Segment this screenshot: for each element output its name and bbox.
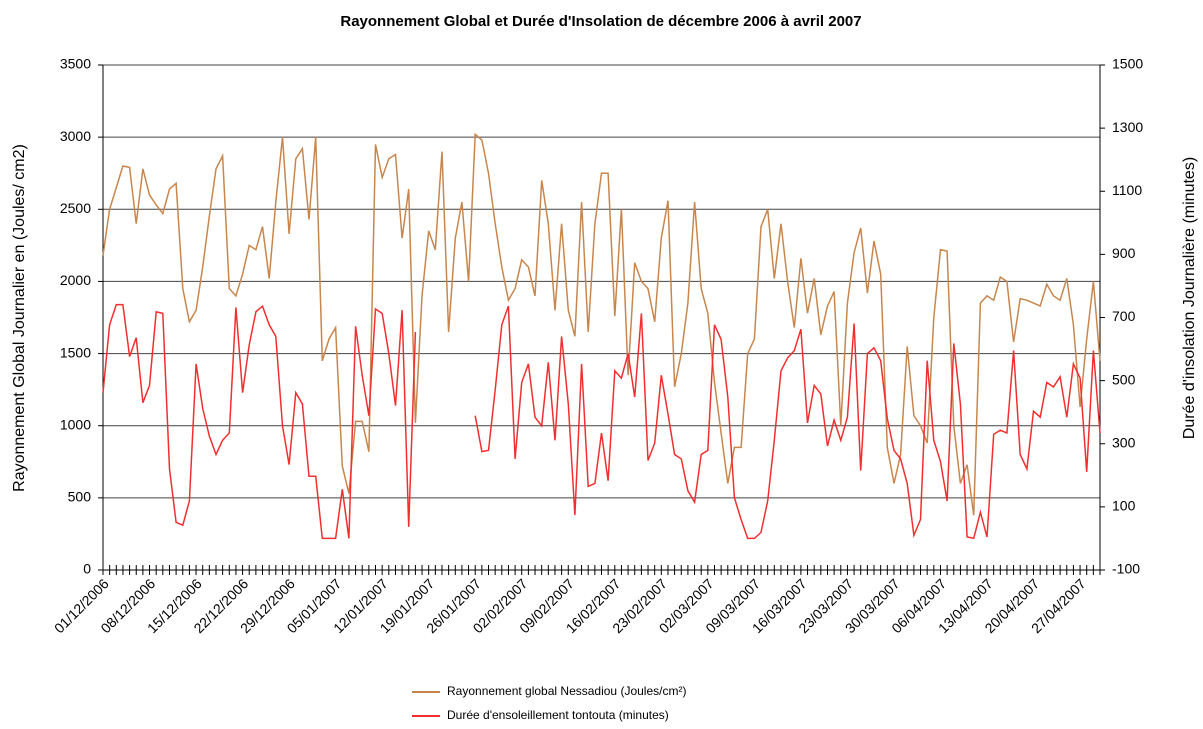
series-line <box>102 132 1101 516</box>
y-tick-label: 3000 <box>60 128 91 144</box>
y2-tick-label: 700 <box>1112 308 1136 324</box>
y2-tick-label: -100 <box>1112 561 1140 577</box>
y2-tick-label: 1500 <box>1112 56 1143 72</box>
y-axis-label: Rayonnement Global Journalier en (Joules… <box>11 144 28 492</box>
y2-tick-label: 100 <box>1112 498 1136 514</box>
y-tick-label: 2000 <box>60 272 91 288</box>
y2-tick-label: 1300 <box>1112 119 1143 135</box>
y-tick-label: 0 <box>83 561 91 577</box>
y-tick-label: 2500 <box>60 200 91 216</box>
y-tick-label: 3500 <box>60 56 91 72</box>
series-line <box>102 303 1101 540</box>
legend-label: Rayonnement global Nessadiou (Joules/cm²… <box>447 684 686 698</box>
legend-label: Durée d'ensoleillement tontouta (minutes… <box>447 708 669 722</box>
y-tick-label: 500 <box>68 489 92 505</box>
y2-tick-label: 900 <box>1112 245 1136 261</box>
y2-tick-label: 1100 <box>1112 182 1142 198</box>
y2-tick-label: 300 <box>1112 434 1136 450</box>
y2-tick-label: 500 <box>1112 371 1136 387</box>
y2-axis-label: Durée d'insolation Journalière (minutes) <box>1181 157 1198 439</box>
y-tick-label: 1500 <box>60 344 91 360</box>
chart-title: Rayonnement Global et Durée d'Insolation… <box>340 13 861 30</box>
y-tick-label: 1000 <box>60 416 91 432</box>
